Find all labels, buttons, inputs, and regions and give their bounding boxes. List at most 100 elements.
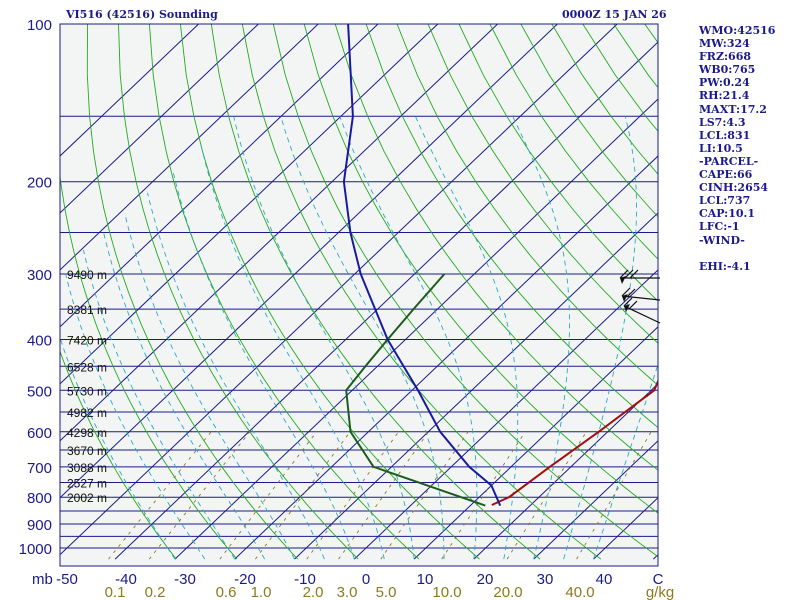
pressure-tick-label: 600: [27, 425, 52, 442]
temperature-tick-label: C: [653, 571, 664, 588]
pressure-tick-label: 1000: [19, 541, 52, 558]
moist-adiabat: [414, 116, 519, 560]
stat-line: MW:324: [699, 37, 750, 51]
moist-adiabat: [593, 363, 658, 560]
isotherm-line: [60, 24, 259, 214]
dry-adiabat: [241, 24, 602, 560]
temperature-tick-label: 40: [596, 571, 613, 588]
isotherm-line: [60, 24, 439, 385]
sounding-time: 0000Z 15 JAN 26: [562, 8, 667, 21]
wind-barb: [623, 297, 661, 324]
pressure-tick-label: 200: [27, 175, 52, 192]
temperature-line: [491, 378, 658, 506]
mixing-ratio-label: 0.2: [145, 584, 166, 600]
temperature-tick-label: 0: [362, 571, 370, 588]
temperature-tick-label: 10: [417, 571, 434, 588]
isotherm-line: [60, 24, 558, 499]
pressure-tick-label: 100: [27, 17, 52, 34]
pressure-tick-label: 400: [27, 332, 52, 349]
plot-frame: [59, 23, 659, 567]
isotherm-line: [60, 24, 199, 157]
isotherm-line: [60, 24, 379, 328]
stat-line: FRZ:668: [699, 50, 752, 64]
dry-adiabat: [458, 24, 658, 302]
stat-line: WB0:765: [699, 63, 756, 77]
dry-adiabat: [210, 24, 541, 560]
mixing-ratio-label: 3.0: [337, 584, 358, 600]
isotherm-line: [60, 24, 319, 271]
stat-line: PW:0.24: [699, 76, 750, 90]
stat-line: WMO:42516: [699, 24, 776, 37]
dry-adiabat: [489, 24, 658, 260]
moist-adiabat: [339, 116, 478, 560]
mixing-ratio-line: [306, 431, 399, 560]
stat-line: LCL:737: [699, 194, 751, 208]
mixing-ratio-line: [255, 431, 351, 560]
height-label: 3088 m: [67, 461, 107, 475]
stat-line: CINH:2654: [699, 181, 769, 195]
stat-line: MAXT:17.2: [699, 102, 767, 116]
y-axis-unit: mb: [32, 571, 53, 588]
wind-barb: [621, 287, 661, 302]
mixing-ratio-line: [506, 431, 587, 560]
stat-line: CAPE:66: [699, 168, 753, 182]
stat-line: RH:21.4: [699, 89, 750, 103]
parcel-line: [342, 24, 502, 507]
stat-line: CAP:10.1: [699, 207, 756, 221]
temperature-tick-label: 20: [477, 571, 494, 588]
mixing-ratio-line: [108, 431, 212, 560]
height-label: 6528 m: [67, 360, 107, 374]
stat-line: LFC:-1: [699, 220, 740, 234]
dry-adiabat: [60, 349, 177, 560]
mixing-ratio-line: [338, 431, 429, 560]
stat-line: LS7:4.3: [699, 115, 746, 129]
height-label: 9490 m: [67, 268, 107, 282]
mixing-ratio-label: 40.0: [565, 584, 594, 600]
mixing-ratio-label: 2.0: [303, 584, 324, 600]
pressure-tick-label: 800: [27, 490, 52, 507]
moist-adiabat: [563, 116, 637, 560]
height-label: 2527 m: [67, 477, 107, 491]
stat-line: LCL:831: [699, 128, 751, 142]
height-label: 3670 m: [67, 444, 107, 458]
isotherm-line: [294, 212, 658, 560]
station-title: VI516 (42516) Sounding: [65, 8, 218, 21]
isotherm-line: [114, 41, 658, 560]
dry-adiabat: [179, 24, 480, 560]
mixing-ratio-label: 20.0: [493, 584, 522, 600]
isotherm-line: [60, 24, 498, 442]
stat-line: -PARCEL-: [699, 154, 759, 168]
dry-adiabat: [148, 24, 420, 560]
mixing-ratio-label: 1.0: [251, 584, 272, 600]
stats-panel: WMO:42516 MW:324 FRZ:668 WB0:765 PW:0.24 RH:2…: [699, 24, 799, 273]
temperature-tick-label: -10: [294, 571, 316, 588]
temperature-tick-label: -20: [234, 571, 256, 588]
moist-adiabat: [280, 116, 445, 560]
dry-adiabat: [396, 24, 658, 386]
mixing-ratio-label: g/kg: [646, 584, 674, 600]
dry-adiabat: [365, 24, 658, 429]
temperature-tick-label: -30: [174, 571, 196, 588]
mixing-ratio-label: 0.1: [105, 584, 126, 600]
isotherm-line: [353, 269, 658, 560]
mixing-ratio-line: [148, 431, 251, 560]
mixing-ratio-label: 10.0: [432, 584, 461, 600]
moist-adiabat: [124, 213, 295, 560]
isotherm-line: [234, 155, 658, 560]
isotherm-line: [60, 24, 618, 556]
dry-adiabat: [334, 24, 658, 471]
plot-background: [60, 24, 658, 566]
pressure-tick-label: 300: [27, 267, 52, 284]
mixing-ratio-line: [441, 431, 526, 560]
dry-adiabat: [303, 24, 658, 514]
height-label: 4982 m: [67, 406, 107, 420]
dry-adiabat: [118, 24, 359, 560]
height-label: 7420 m: [67, 333, 107, 347]
stat-line: LI:10.5: [699, 141, 743, 155]
mixing-ratio-line: [380, 431, 469, 560]
isotherm-line: [533, 440, 658, 560]
pressure-tick-label: 700: [27, 460, 52, 477]
pressure-tick-label: 900: [27, 517, 52, 534]
height-label: 4298 m: [67, 426, 107, 440]
